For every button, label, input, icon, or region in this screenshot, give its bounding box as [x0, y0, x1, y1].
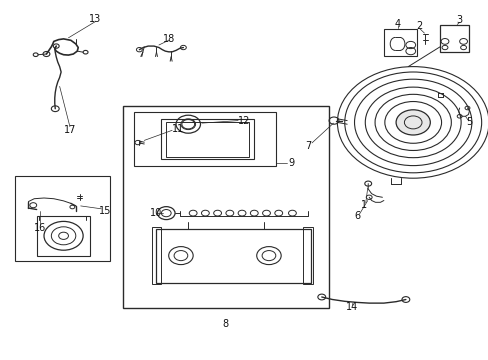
Text: 13: 13 [89, 14, 102, 24]
Circle shape [395, 110, 429, 135]
Bar [303, 227, 312, 284]
Text: 3: 3 [456, 15, 462, 25]
Bar [134, 112, 276, 166]
Bar [161, 119, 254, 159]
Text: 4: 4 [394, 19, 400, 29]
Text: 2: 2 [416, 21, 422, 31]
Bar [151, 227, 161, 284]
Bar [37, 216, 90, 256]
Text: 15: 15 [99, 206, 111, 216]
Bar [15, 176, 110, 261]
Text: 7: 7 [305, 141, 310, 151]
Text: 11: 11 [172, 123, 184, 134]
Bar [166, 122, 249, 157]
Text: 14: 14 [345, 302, 358, 312]
Bar [123, 106, 328, 308]
Bar [156, 229, 310, 283]
Bar [439, 25, 468, 52]
Text: 12: 12 [238, 116, 250, 126]
Text: 5: 5 [466, 117, 471, 127]
Text: 1: 1 [361, 200, 366, 210]
Text: 17: 17 [63, 125, 76, 135]
Text: 9: 9 [287, 158, 293, 168]
Text: 6: 6 [353, 211, 359, 221]
Bar [383, 29, 416, 56]
Text: 10: 10 [150, 208, 163, 218]
Text: 18: 18 [162, 33, 175, 44]
Text: 8: 8 [223, 319, 228, 329]
Text: 16: 16 [34, 222, 46, 233]
